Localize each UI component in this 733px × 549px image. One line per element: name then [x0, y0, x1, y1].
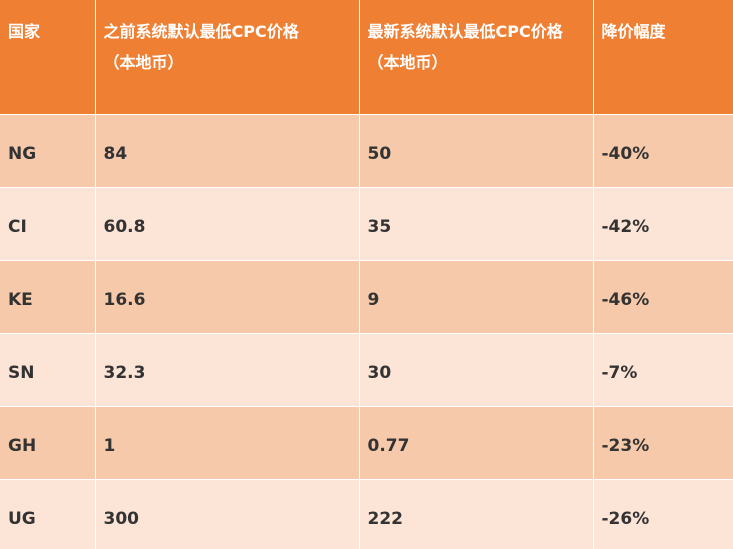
- table-row: UG 300 222 -26%: [0, 479, 733, 549]
- header-row: 国家 之前系统默认最低CPC价格 （本地币） 最新系统默认最低CPC价格 （本地币）…: [0, 0, 733, 115]
- cell-country: GH: [0, 406, 96, 480]
- header-latest-min-cpc: 最新系统默认最低CPC价格 （本地币）: [359, 0, 594, 115]
- cell-reduction: -46%: [593, 260, 733, 334]
- cell-previous: 84: [95, 114, 360, 188]
- table-row: GH 1 0.77 -23%: [0, 406, 733, 480]
- cell-country: NG: [0, 114, 96, 188]
- table-row: NG 84 50 -40%: [0, 114, 733, 188]
- cell-previous: 300: [95, 479, 360, 549]
- cell-previous: 1: [95, 406, 360, 480]
- header-previous-min-cpc: 之前系统默认最低CPC价格 （本地币）: [95, 0, 360, 115]
- cell-reduction: -42%: [593, 187, 733, 261]
- cell-latest: 50: [359, 114, 594, 188]
- cell-country: SN: [0, 333, 96, 407]
- cell-country: KE: [0, 260, 96, 334]
- table-row: CI 60.8 35 -42%: [0, 187, 733, 261]
- cell-latest: 222: [359, 479, 594, 549]
- cell-latest: 0.77: [359, 406, 594, 480]
- table-row: KE 16.6 9 -46%: [0, 260, 733, 334]
- cell-reduction: -26%: [593, 479, 733, 549]
- cell-latest: 9: [359, 260, 594, 334]
- cell-reduction: -23%: [593, 406, 733, 480]
- cell-country: UG: [0, 479, 96, 549]
- cell-previous: 16.6: [95, 260, 360, 334]
- cell-previous: 60.8: [95, 187, 360, 261]
- header-reduction: 降价幅度: [593, 0, 733, 115]
- header-country: 国家: [0, 0, 96, 115]
- cell-latest: 35: [359, 187, 594, 261]
- cell-reduction: -7%: [593, 333, 733, 407]
- table-body: NG 84 50 -40% CI 60.8 35 -42% KE 16.6 9 …: [0, 114, 733, 549]
- cell-previous: 32.3: [95, 333, 360, 407]
- table-header: 国家 之前系统默认最低CPC价格 （本地币） 最新系统默认最低CPC价格 （本地币）…: [0, 0, 733, 115]
- table-row: SN 32.3 30 -7%: [0, 333, 733, 407]
- cell-country: CI: [0, 187, 96, 261]
- cell-latest: 30: [359, 333, 594, 407]
- cell-reduction: -40%: [593, 114, 733, 188]
